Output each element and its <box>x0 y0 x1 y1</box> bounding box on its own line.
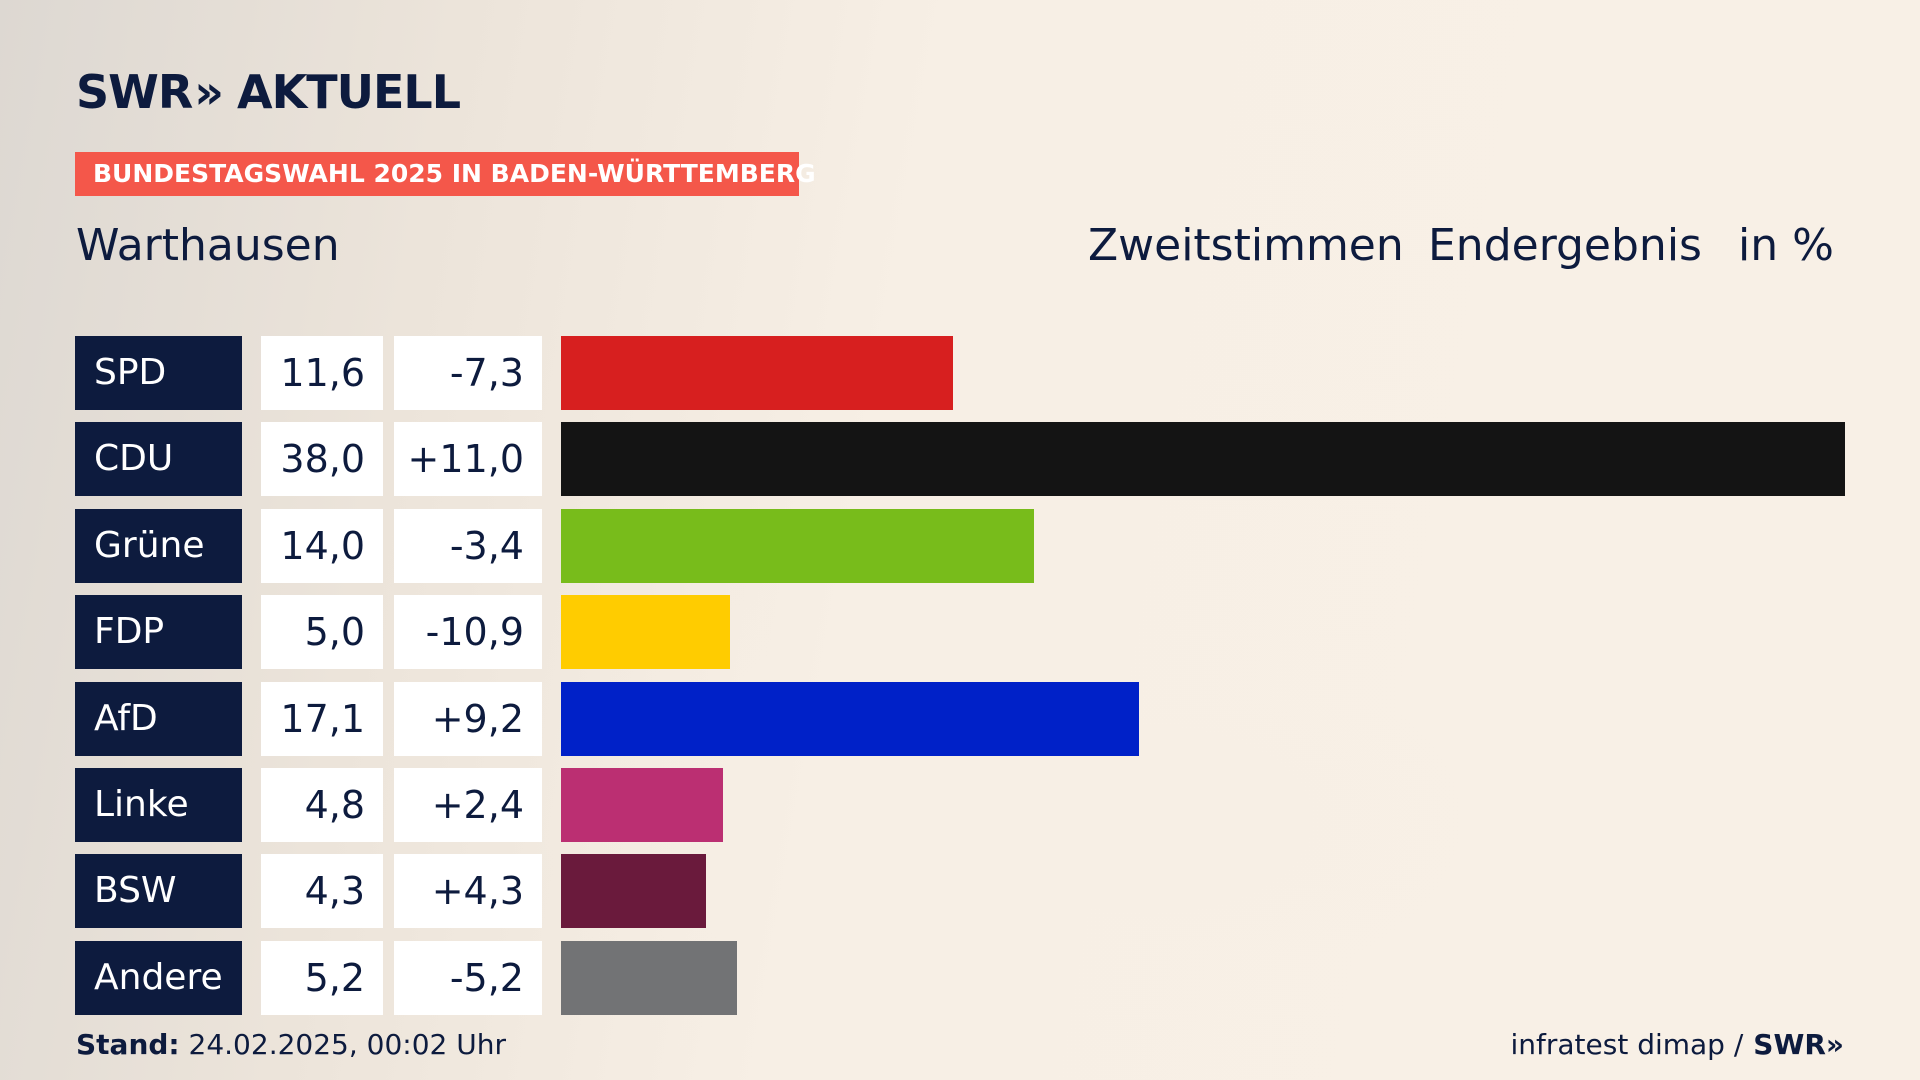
party-value: 14,0 <box>261 508 383 583</box>
swr-aktuell-logo: SWR» AKTUELL <box>76 64 461 120</box>
header-vote-type: Zweitstimmen <box>1088 220 1404 271</box>
party-diff: -7,3 <box>394 336 542 410</box>
party-label: Linke <box>75 768 242 842</box>
party-bar <box>561 336 953 410</box>
source-text: infratest dimap / <box>1510 1028 1744 1061</box>
logo-aktuell-text: AKTUELL <box>237 65 461 119</box>
party-diff: +9,2 <box>394 681 542 756</box>
logo-chevron-icon: » <box>194 65 224 119</box>
party-label: Grüne <box>75 508 242 583</box>
logo-swr-text: SWR <box>76 65 193 119</box>
party-diff: +11,0 <box>394 422 542 497</box>
source-credit: infratest dimap / SWR» <box>1510 1028 1844 1061</box>
party-value: 5,2 <box>261 940 383 1015</box>
party-bar <box>561 768 723 842</box>
party-bar <box>561 595 730 670</box>
chart-title: Warthausen <box>76 220 340 271</box>
election-banner: BUNDESTAGSWAHL 2025 IN BADEN-WÜRTTEMBERG <box>75 152 816 196</box>
party-value: 17,1 <box>261 681 383 756</box>
header-status: Endergebnis <box>1428 220 1702 271</box>
party-label: BSW <box>75 854 242 929</box>
party-value: 38,0 <box>261 422 383 497</box>
timestamp-label: Stand: <box>76 1028 180 1061</box>
party-label: Andere <box>75 940 242 1015</box>
party-label: CDU <box>75 422 242 497</box>
party-value: 5,0 <box>261 595 383 670</box>
timestamp-value: 24.02.2025, 00:02 Uhr <box>188 1028 506 1061</box>
party-diff: -3,4 <box>394 508 542 583</box>
party-bar <box>561 422 1845 497</box>
party-value: 4,3 <box>261 854 383 929</box>
party-diff: -5,2 <box>394 940 542 1015</box>
party-diff: +4,3 <box>394 854 542 929</box>
party-bar <box>561 940 737 1015</box>
party-value: 4,8 <box>261 768 383 842</box>
party-bar <box>561 854 706 929</box>
header-unit: in % <box>1738 220 1834 271</box>
timestamp: Stand: 24.02.2025, 00:02 Uhr <box>76 1028 506 1061</box>
party-label: FDP <box>75 595 242 670</box>
party-bar <box>561 681 1139 756</box>
party-diff: +2,4 <box>394 768 542 842</box>
party-value: 11,6 <box>261 336 383 410</box>
party-label: AfD <box>75 681 242 756</box>
party-label: SPD <box>75 336 242 410</box>
party-diff: -10,9 <box>394 595 542 670</box>
swr-mini-logo: SWR» <box>1753 1028 1844 1061</box>
party-bar <box>561 508 1034 583</box>
